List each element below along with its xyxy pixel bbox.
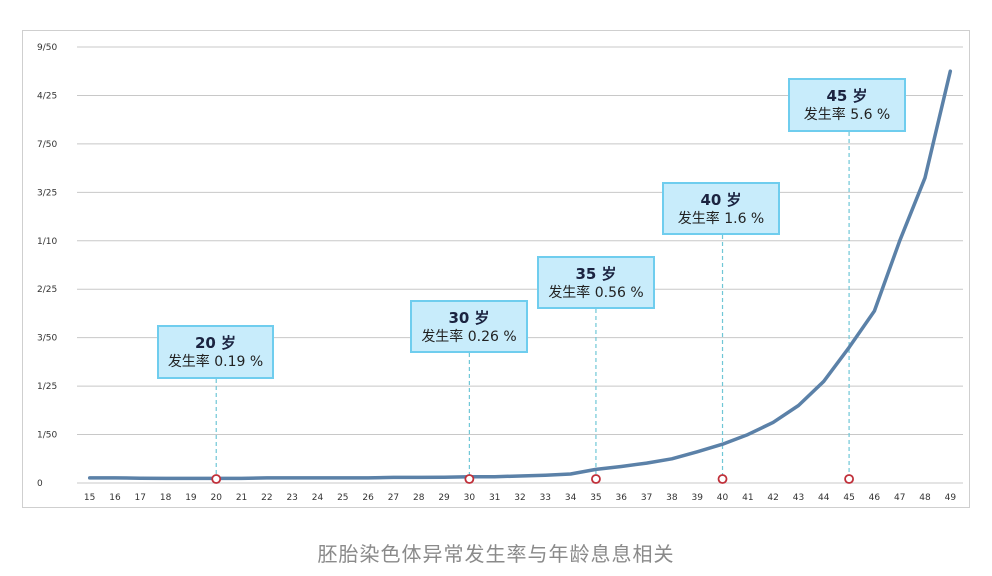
x-tick-label: 39 [691,493,703,503]
x-tick-label: 30 [464,493,476,503]
callout-age-label: 20 岁 [194,334,237,352]
y-tick-label: 1/25 [37,382,57,392]
annotation-marker-20 [211,474,222,484]
x-axis-ticks: 15 16 17 18 19 20 21 22 23 24 25 26 27 28 29 30 31 32 33 34… [84,493,956,503]
dash-layer [215,132,850,478]
y-tick-label: 2/25 [37,285,57,295]
callout-rate-label: 发生率 0.56 % [548,285,644,301]
x-tick-label: 25 [337,493,348,503]
y-tick-label: 9/50 [37,43,57,53]
grid-layer [77,46,963,484]
line-layer [87,69,953,481]
x-tick-label: 33 [540,493,551,503]
x-tick-label: 23 [286,493,297,503]
x-tick-label: 20 [211,493,223,503]
x-tick-label: 28 [413,493,425,503]
x-tick-label: 24 [312,493,324,503]
x-tick-label: 18 [160,493,172,503]
chart-caption: 胚胎染色体异常发生率与年龄息息相关 [317,542,675,566]
y-tick-label: 3/50 [37,334,57,344]
x-tick-label: 41 [742,493,753,503]
x-tick-label: 19 [185,493,197,503]
callout-45: 45 岁发生率 5.6 % [788,78,906,132]
x-tick-label: 48 [919,493,931,503]
x-tick-label: 16 [109,493,121,503]
marker-layer [211,474,854,484]
x-tick-label: 17 [135,493,146,503]
y-tick-label: 1/50 [37,431,57,441]
callout-age-label: 30 岁 [448,309,490,327]
y-tick-label: 1/10 [37,237,57,247]
x-tick-label: 45 [843,493,854,503]
callout-rate-label: 发生率 5.6 % [803,107,891,123]
x-tick-label: 49 [945,493,957,503]
x-tick-label: 32 [514,493,525,503]
x-tick-label: 34 [565,493,577,503]
x-tick-label: 42 [767,493,778,503]
x-tick-label: 36 [616,493,628,503]
callout-rate-label: 发生率 1.6 % [677,211,765,227]
y-tick-label: 4/25 [37,91,57,101]
annotation-marker-40 [717,474,728,484]
annotation-marker-30 [464,474,475,484]
series-line [87,69,953,481]
callout-30: 30 岁发生率 0.26 % [410,300,528,353]
x-tick-label: 44 [818,493,830,503]
y-tick-label: 7/50 [37,140,57,150]
callout-age-label: 45 岁 [826,87,868,105]
x-tick-label: 22 [261,493,272,503]
x-tick-label: 27 [388,493,399,503]
callout-35: 35 岁发生率 0.56 % [537,256,655,309]
x-tick-label: 43 [793,493,804,503]
callout-age-label: 35 岁 [575,265,617,283]
callout-40: 40 岁发生率 1.6 % [662,182,780,235]
callout-rate-label: 发生率 0.19 % [167,354,264,370]
x-tick-label: 38 [666,493,678,503]
y-tick-label: 3/25 [37,188,57,198]
x-tick-label: 29 [438,493,450,503]
x-tick-label: 35 [590,493,601,503]
x-tick-label: 15 [84,493,95,503]
x-tick-label: 40 [717,493,729,503]
callout-rate-label: 发生率 0.26 % [421,329,517,345]
callout-age-label: 40 岁 [700,191,742,209]
x-tick-label: 46 [869,493,881,503]
x-tick-label: 21 [236,493,247,503]
x-tick-label: 31 [489,493,500,503]
callout-20: 20 岁发生率 0.19 % [157,325,274,379]
x-tick-label: 26 [362,493,374,503]
x-tick-label: 37 [641,493,652,503]
annotation-marker-45 [844,474,854,484]
annotation-marker-35 [591,474,601,484]
y-tick-label: 0 [37,479,43,489]
chart-svg: 0 1/50 1/25 3/50 2/25 1/10 3/25 7/50 4/25 9/50 15… [37,43,963,503]
y-axis-ticks: 0 1/50 1/25 3/50 2/25 1/10 3/25 7/50 4/25 9/50 [37,43,57,489]
x-tick-label: 47 [894,493,905,503]
